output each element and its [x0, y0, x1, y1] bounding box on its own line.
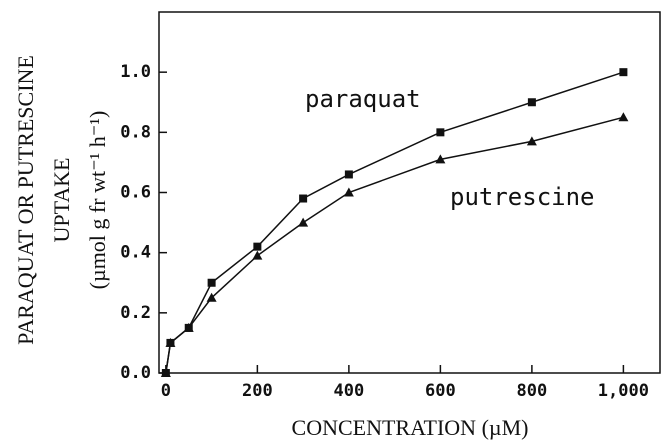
marker	[527, 98, 536, 107]
marker	[183, 322, 194, 332]
marker	[160, 368, 171, 377]
x-axis-label: CONCENTRATION (µM)	[292, 415, 529, 440]
x-tick-label: 400	[334, 381, 365, 401]
marker	[165, 337, 176, 347]
marker	[436, 128, 445, 137]
marker	[253, 242, 262, 251]
y-axis-label: UPTAKE	[49, 157, 74, 242]
series-annotation: putrescine	[450, 183, 595, 211]
y-tick-label: 0.6	[120, 183, 151, 203]
marker	[207, 278, 216, 287]
y-tick-label: 0.8	[120, 122, 151, 142]
x-tick-label: 200	[242, 381, 273, 401]
marker	[344, 170, 353, 179]
x-tick-label: 600	[425, 381, 456, 401]
marker	[299, 194, 308, 203]
x-tick-label: 0	[161, 381, 171, 401]
y-axis-label: PARAQUAT OR PUTRESCINE	[13, 55, 38, 345]
y-tick-label: 0.2	[120, 303, 151, 323]
y-axis-label: (µmol g fr wt⁻¹ h⁻¹)	[85, 111, 110, 290]
series-annotation: paraquat	[305, 85, 421, 113]
y-tick-label: 1.0	[120, 62, 151, 82]
y-tick-label: 0.0	[120, 363, 151, 383]
marker	[526, 136, 537, 146]
x-tick-label: 800	[517, 381, 548, 401]
marker	[343, 187, 354, 197]
x-tick-label: 1,000	[598, 381, 649, 401]
marker	[298, 217, 309, 227]
marker	[435, 154, 446, 164]
marker	[619, 68, 628, 77]
marker	[206, 292, 217, 302]
series-line	[165, 71, 624, 374]
marker	[618, 112, 629, 122]
y-tick-label: 0.4	[120, 243, 151, 263]
marker	[252, 250, 263, 260]
series-line	[165, 116, 624, 374]
